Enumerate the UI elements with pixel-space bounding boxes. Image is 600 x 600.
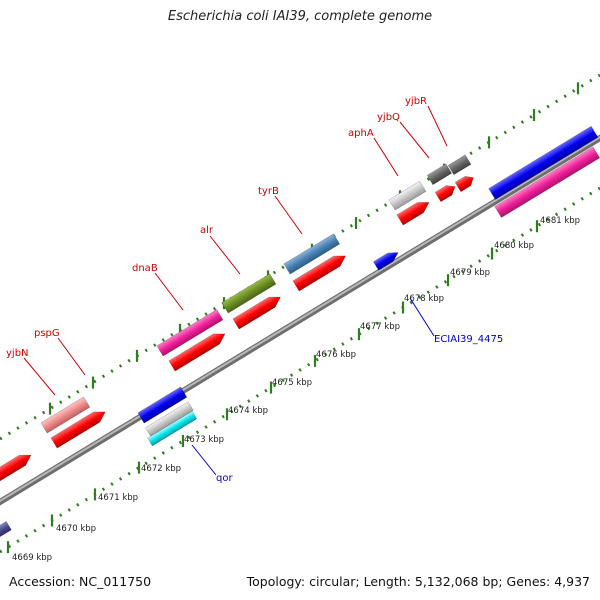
leader-dnaB	[154, 272, 184, 311]
gene-label-yjbR: yjbR	[405, 96, 427, 107]
leader-yjbQ	[399, 121, 430, 159]
leader-pspG	[57, 337, 86, 376]
feature-lightgray-2	[388, 180, 427, 211]
feature-olive	[221, 273, 277, 314]
feature-red-2	[50, 411, 106, 449]
tick-label: 4669 kbp	[12, 553, 52, 563]
tick-rails	[0, 73, 600, 554]
feature-red-3	[168, 333, 226, 372]
leader-qor	[191, 444, 217, 476]
page-title: Escherichia coli IAI39, complete genome	[167, 9, 433, 24]
tick-label: 4678 kbp	[404, 294, 444, 304]
features	[0, 125, 600, 542]
gene-label-aphA: aphA	[348, 128, 374, 139]
feature-red-8	[454, 175, 474, 193]
feature-blue-1	[137, 386, 188, 424]
gene-label-yjbQ: yjbQ	[377, 112, 400, 123]
feature-darkgray-1	[426, 163, 453, 186]
gene-label-qor: qor	[216, 473, 233, 484]
leader-ECIAI39_4475	[409, 297, 435, 337]
tick-label: 4679 kbp	[450, 268, 490, 278]
feature-red-1	[0, 454, 32, 486]
feature-red-7	[434, 185, 456, 203]
feature-cyan	[147, 410, 198, 447]
tick-label: 4672 kbp	[141, 464, 181, 474]
feature-salmon	[40, 396, 91, 434]
gene-label-dnaB: dnaB	[132, 263, 158, 274]
leader-tyrB	[274, 195, 303, 235]
tick-label: 4673 kbp	[184, 435, 224, 445]
feature-darkgray-2	[447, 154, 472, 176]
major-ticks	[6, 82, 580, 554]
tick-label: 4671 kbp	[98, 493, 138, 503]
gene-label-yjbN: yjbN	[6, 348, 29, 359]
leader-aphA	[373, 137, 399, 177]
tick-labels: 4669 kbp 4670 kbp 4671 kbp 4672 kbp 4673…	[12, 216, 580, 563]
feature-slate	[0, 520, 12, 542]
leader-alr	[209, 235, 241, 275]
lower-tick-rail	[0, 186, 600, 554]
gene-labels: yjbN pspG dnaB alr tyrB aphA yjbQ yjbR q…	[6, 96, 503, 484]
feature-pink	[156, 309, 224, 357]
feature-red-5	[292, 255, 347, 292]
tick-label: 4677 kbp	[360, 322, 400, 332]
tick-label: 4674 kbp	[228, 406, 268, 416]
feature-steel	[283, 233, 341, 275]
leader-yjbR	[427, 105, 448, 147]
tick-label: 4670 kbp	[56, 524, 96, 534]
genome-backbone	[0, 134, 600, 506]
feature-red-6	[396, 202, 430, 226]
tick-label: 4681 kbp	[540, 216, 580, 226]
tick-label: 4675 kbp	[272, 378, 312, 388]
feature-blue-2	[372, 252, 399, 271]
leader-yjbN	[23, 357, 56, 396]
tick-label: 4680 kbp	[494, 241, 534, 251]
gene-label-tyrB: tyrB	[258, 186, 279, 197]
accession-label: Accession: NC_011750	[9, 574, 152, 589]
gene-leader-lines	[23, 105, 448, 476]
feature-lightgray	[144, 401, 194, 437]
feature-blue-3	[488, 125, 599, 200]
gene-label-ECIAI39_4475: ECIAI39_4475	[434, 334, 503, 345]
genome-summary: Topology: circular; Length: 5,132,068 bp…	[246, 574, 590, 589]
gene-label-alr: alr	[200, 225, 214, 236]
gene-label-pspG: pspG	[34, 328, 60, 339]
feature-red-4	[232, 296, 281, 330]
tick-label: 4676 kbp	[316, 350, 356, 360]
